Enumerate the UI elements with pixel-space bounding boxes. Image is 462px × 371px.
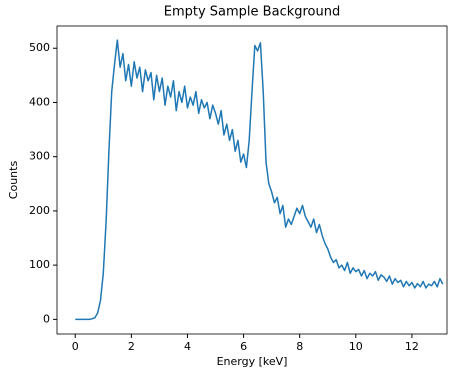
- x-tick-label: 2: [128, 340, 135, 353]
- x-tick-label: 12: [405, 340, 419, 353]
- y-tick-label: 400: [29, 95, 50, 108]
- chart-title: Empty Sample Background: [164, 5, 340, 20]
- x-tick-label: 10: [349, 340, 363, 353]
- y-tick-label: 200: [29, 204, 50, 217]
- y-tick-label: 300: [29, 150, 50, 163]
- x-tick-label: 0: [72, 340, 79, 353]
- x-tick-label: 8: [296, 340, 303, 353]
- y-tick-label: 100: [29, 258, 50, 271]
- y-tick-label: 0: [43, 312, 50, 325]
- x-tick-label: 4: [184, 340, 191, 353]
- x-tick-label: 6: [240, 340, 247, 353]
- y-tick-label: 500: [29, 41, 50, 54]
- y-axis-label: Counts: [7, 161, 20, 200]
- x-axis-label: Energy [keV]: [217, 355, 288, 368]
- plot-frame: [56, 25, 448, 335]
- data-line: [75, 39, 444, 321]
